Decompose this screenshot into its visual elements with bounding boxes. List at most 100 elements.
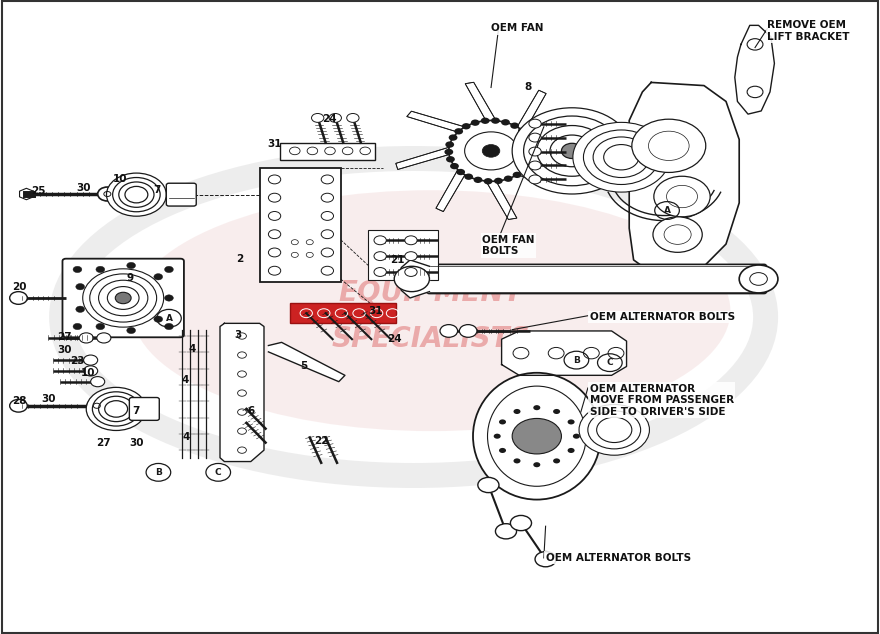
Circle shape — [573, 434, 580, 439]
FancyBboxPatch shape — [427, 264, 766, 294]
Circle shape — [454, 128, 463, 134]
Circle shape — [583, 130, 659, 184]
Circle shape — [499, 420, 506, 425]
Circle shape — [561, 143, 583, 158]
Polygon shape — [268, 342, 345, 382]
Circle shape — [480, 117, 489, 124]
Circle shape — [329, 113, 341, 122]
Circle shape — [83, 269, 164, 327]
Text: 24: 24 — [387, 333, 401, 344]
Text: 27: 27 — [97, 437, 111, 448]
Circle shape — [465, 132, 517, 170]
Text: A: A — [664, 206, 671, 215]
Circle shape — [450, 163, 458, 169]
Circle shape — [107, 287, 139, 309]
Circle shape — [471, 119, 480, 126]
Text: 4: 4 — [183, 432, 190, 443]
Circle shape — [98, 187, 117, 201]
Circle shape — [568, 448, 575, 453]
Circle shape — [484, 178, 493, 184]
Circle shape — [529, 148, 538, 154]
Text: 30: 30 — [41, 394, 55, 404]
Polygon shape — [220, 323, 264, 462]
Circle shape — [579, 404, 649, 455]
Circle shape — [494, 178, 502, 184]
Circle shape — [405, 268, 417, 276]
Circle shape — [524, 133, 532, 139]
Circle shape — [529, 133, 541, 142]
Circle shape — [449, 120, 533, 181]
Text: 10: 10 — [81, 368, 95, 378]
Circle shape — [529, 147, 541, 156]
Circle shape — [514, 458, 520, 463]
Ellipse shape — [132, 190, 730, 431]
Circle shape — [528, 140, 537, 146]
Circle shape — [573, 122, 670, 192]
Polygon shape — [399, 260, 429, 298]
Circle shape — [604, 145, 639, 170]
Circle shape — [478, 477, 499, 493]
Polygon shape — [735, 25, 774, 114]
Circle shape — [96, 323, 105, 330]
Circle shape — [653, 217, 702, 252]
Circle shape — [86, 387, 146, 430]
Circle shape — [632, 119, 706, 172]
Text: 10: 10 — [114, 174, 128, 184]
Ellipse shape — [473, 373, 600, 500]
Text: OEM ALTERNATOR BOLTS: OEM ALTERNATOR BOLTS — [590, 312, 735, 322]
Polygon shape — [396, 147, 449, 169]
Text: SPECIALISTS: SPECIALISTS — [332, 325, 531, 353]
Circle shape — [482, 145, 500, 157]
Text: 30: 30 — [57, 345, 71, 355]
Text: OEM FAN
BOLTS: OEM FAN BOLTS — [482, 235, 535, 256]
Circle shape — [76, 283, 84, 290]
FancyBboxPatch shape — [290, 303, 396, 323]
Circle shape — [529, 161, 541, 170]
Circle shape — [90, 274, 157, 322]
FancyBboxPatch shape — [280, 143, 375, 160]
Circle shape — [465, 174, 473, 180]
Text: 7: 7 — [133, 406, 140, 416]
Circle shape — [533, 405, 540, 410]
Circle shape — [87, 399, 106, 413]
Text: 27: 27 — [57, 332, 71, 342]
Circle shape — [504, 176, 513, 182]
Circle shape — [96, 266, 105, 273]
Text: 2: 2 — [236, 254, 243, 264]
Text: 7: 7 — [153, 185, 160, 195]
Text: EQUIPMENT: EQUIPMENT — [339, 279, 524, 307]
Circle shape — [512, 418, 561, 454]
Circle shape — [499, 448, 506, 453]
Circle shape — [446, 156, 455, 162]
Circle shape — [445, 141, 454, 148]
Circle shape — [84, 355, 98, 365]
Polygon shape — [517, 90, 546, 132]
Circle shape — [525, 160, 534, 167]
Circle shape — [106, 173, 166, 216]
Circle shape — [491, 117, 500, 124]
Circle shape — [347, 113, 359, 122]
Circle shape — [165, 295, 173, 301]
Circle shape — [459, 325, 477, 337]
Polygon shape — [19, 188, 33, 200]
Circle shape — [374, 268, 386, 276]
Circle shape — [588, 411, 641, 449]
Circle shape — [518, 127, 527, 134]
Circle shape — [374, 252, 386, 261]
Circle shape — [462, 123, 471, 129]
Circle shape — [84, 366, 98, 376]
Circle shape — [10, 399, 27, 412]
Circle shape — [374, 236, 386, 245]
Circle shape — [165, 266, 173, 273]
Circle shape — [154, 316, 163, 322]
Text: B: B — [155, 468, 162, 477]
Circle shape — [73, 323, 82, 330]
Polygon shape — [629, 82, 739, 273]
Circle shape — [550, 135, 594, 167]
Polygon shape — [486, 181, 517, 219]
Circle shape — [597, 417, 632, 443]
Text: 24: 24 — [322, 114, 336, 124]
Circle shape — [127, 327, 136, 333]
Circle shape — [529, 175, 541, 184]
Text: 30: 30 — [129, 437, 143, 448]
